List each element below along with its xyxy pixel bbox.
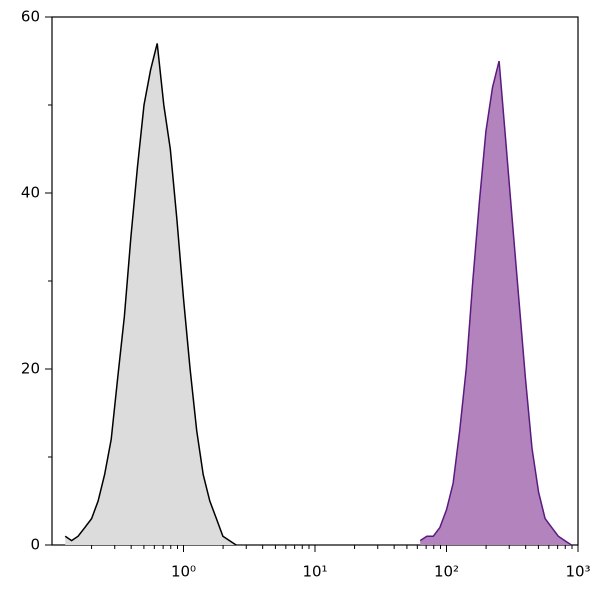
x-tick-label: 10¹ [302, 563, 327, 581]
area-fill [420, 61, 572, 545]
y-tick-label: 60 [21, 8, 40, 26]
histogram-outline [64, 43, 237, 546]
area-fill [65, 43, 237, 546]
y-tick-label: 40 [21, 184, 40, 202]
y-tick-label: 0 [30, 536, 40, 554]
x-tick-label: 10³ [565, 563, 590, 581]
histogram-outline [419, 60, 572, 546]
x-tick-label: 10⁰ [171, 563, 196, 581]
x-tick-label: 10² [434, 563, 459, 581]
y-tick-label: 20 [21, 360, 40, 378]
